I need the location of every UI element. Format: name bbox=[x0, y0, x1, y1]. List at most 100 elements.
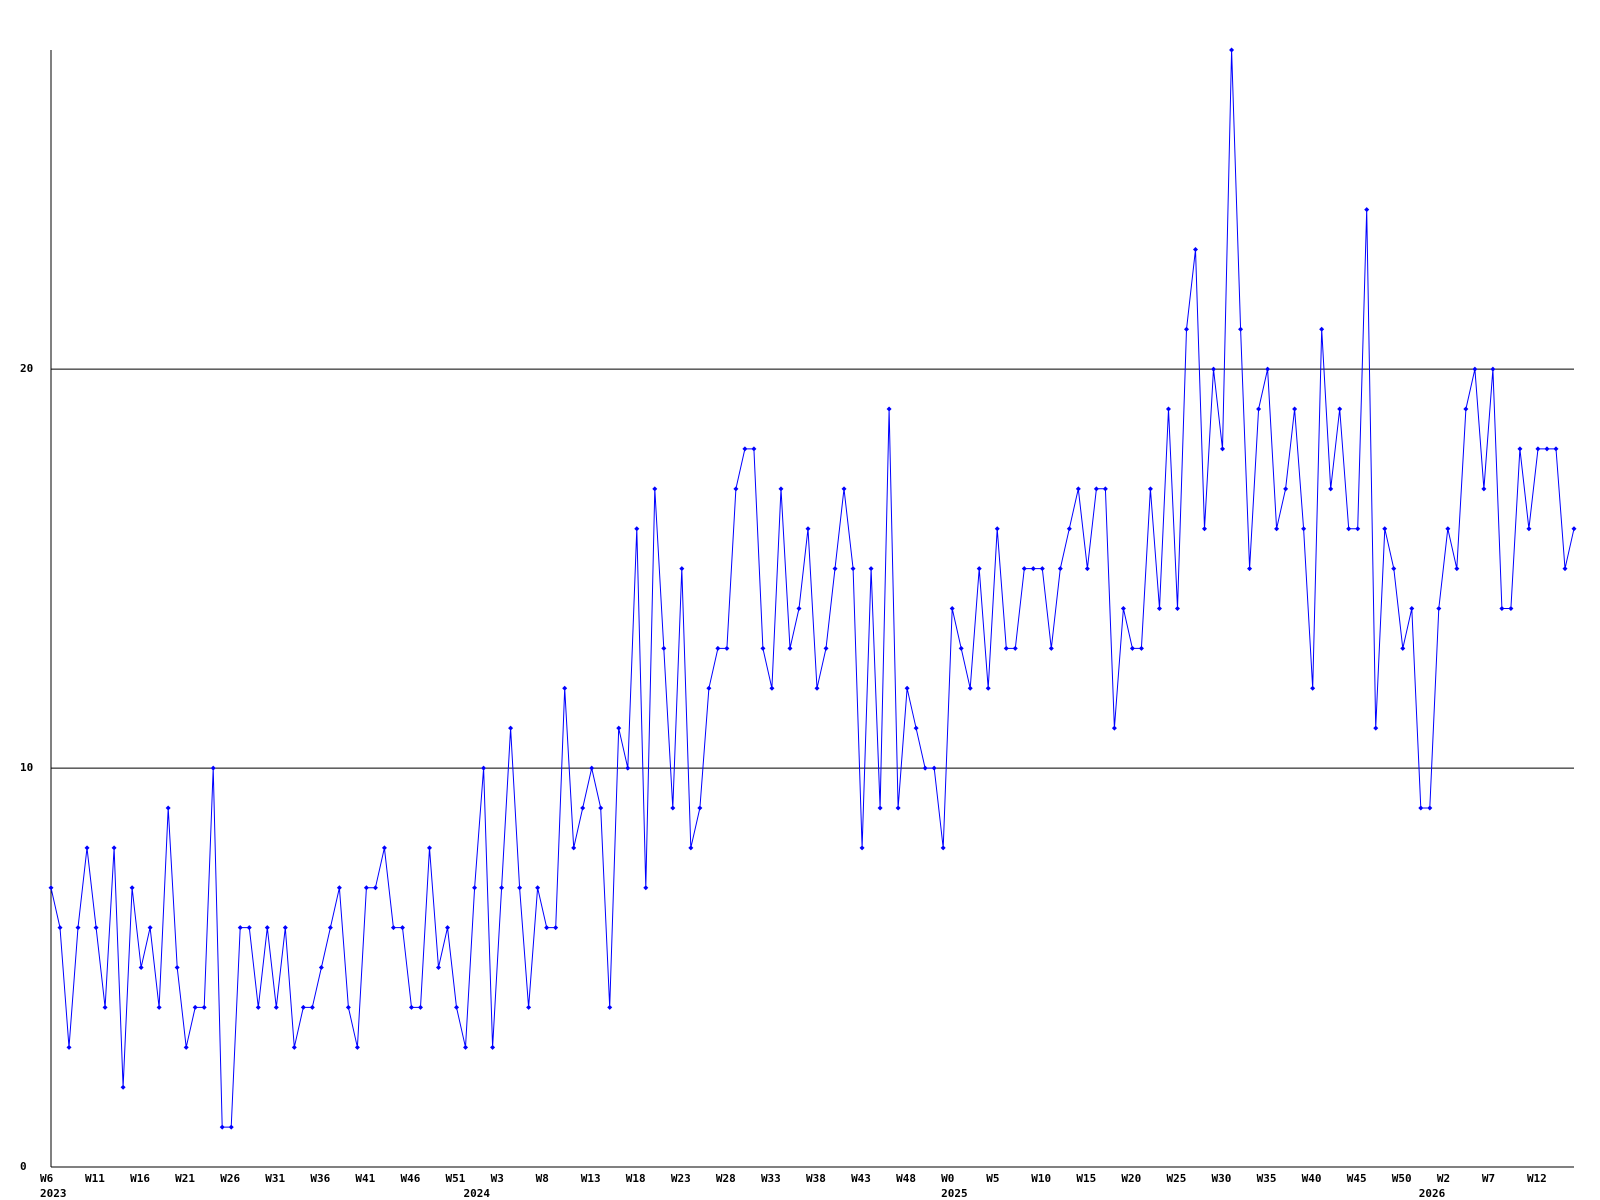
data-point bbox=[1247, 566, 1253, 572]
data-point bbox=[1129, 645, 1135, 651]
data-point bbox=[652, 486, 658, 492]
x-tick-label: W45 bbox=[1347, 1172, 1367, 1185]
data-point bbox=[48, 885, 54, 891]
data-point bbox=[120, 1084, 126, 1090]
data-point bbox=[1355, 526, 1361, 532]
data-point bbox=[580, 805, 586, 811]
data-point bbox=[1562, 566, 1568, 572]
data-point bbox=[1084, 566, 1090, 572]
data-point bbox=[327, 925, 333, 931]
data-point bbox=[1039, 566, 1045, 572]
data-point bbox=[778, 486, 784, 492]
x-tick-label: W48 bbox=[896, 1172, 916, 1185]
data-point bbox=[1048, 645, 1054, 651]
data-point bbox=[1292, 406, 1298, 412]
data-point bbox=[390, 925, 396, 931]
data-point bbox=[526, 1004, 532, 1010]
data-point bbox=[1256, 406, 1262, 412]
data-point bbox=[895, 805, 901, 811]
data-point bbox=[904, 685, 910, 691]
data-point bbox=[426, 845, 432, 851]
x-tick-label: W13 bbox=[581, 1172, 601, 1185]
data-point bbox=[1301, 526, 1307, 532]
data-point bbox=[508, 725, 514, 731]
data-point bbox=[949, 606, 955, 611]
data-point bbox=[363, 885, 369, 891]
x-tick-label: W33 bbox=[761, 1172, 781, 1185]
data-point bbox=[688, 845, 694, 851]
x-tick-label: W46 bbox=[400, 1172, 420, 1185]
data-point bbox=[1337, 406, 1343, 412]
data-point bbox=[922, 765, 928, 771]
data-point bbox=[1391, 566, 1397, 572]
data-point bbox=[291, 1044, 297, 1050]
y-tick-label: 10 bbox=[20, 761, 33, 774]
data-point bbox=[697, 805, 703, 811]
data-point bbox=[66, 1044, 72, 1050]
data-point bbox=[1508, 606, 1514, 611]
data-point bbox=[985, 685, 991, 691]
data-point bbox=[273, 1004, 279, 1010]
data-point bbox=[850, 566, 856, 572]
data-point bbox=[1544, 446, 1550, 452]
data-point bbox=[1454, 566, 1460, 572]
data-point bbox=[805, 526, 811, 532]
data-point bbox=[93, 925, 99, 931]
x-tick-label: W11 bbox=[85, 1172, 105, 1185]
data-point bbox=[841, 486, 847, 492]
data-point bbox=[417, 1004, 423, 1010]
data-point bbox=[1445, 526, 1451, 532]
data-point bbox=[84, 845, 90, 851]
x-tick-label: W26 bbox=[220, 1172, 240, 1185]
x-tick-label: W5 bbox=[986, 1172, 999, 1185]
data-point bbox=[859, 845, 865, 851]
x-tick-label: W21 bbox=[175, 1172, 195, 1185]
data-point bbox=[165, 805, 171, 811]
data-point bbox=[1517, 446, 1523, 452]
data-point bbox=[1102, 486, 1108, 492]
data-point bbox=[129, 885, 135, 891]
data-point bbox=[481, 765, 487, 771]
data-point bbox=[643, 885, 649, 891]
data-point bbox=[1427, 805, 1433, 811]
x-tick-label: W20 bbox=[1121, 1172, 1141, 1185]
data-point bbox=[787, 645, 793, 651]
data-point bbox=[517, 885, 523, 891]
data-point bbox=[436, 965, 442, 971]
data-point bbox=[1238, 326, 1244, 332]
data-point bbox=[1409, 606, 1415, 611]
data-point bbox=[138, 965, 144, 971]
data-point bbox=[994, 526, 1000, 532]
x-tick-label: W18 bbox=[626, 1172, 646, 1185]
x-year-label: 2026 bbox=[1419, 1187, 1446, 1200]
data-point bbox=[823, 645, 829, 651]
data-point bbox=[544, 925, 550, 931]
data-point bbox=[499, 885, 505, 891]
data-point bbox=[1265, 366, 1271, 372]
data-point bbox=[886, 406, 892, 412]
data-point bbox=[796, 606, 802, 611]
x-year-label: 2024 bbox=[464, 1187, 491, 1200]
x-tick-label: W28 bbox=[716, 1172, 736, 1185]
data-point bbox=[724, 645, 730, 651]
data-point bbox=[562, 685, 568, 691]
data-point bbox=[1346, 526, 1352, 532]
data-point bbox=[1174, 606, 1180, 611]
data-point bbox=[706, 685, 712, 691]
data-point bbox=[661, 645, 667, 651]
data-point bbox=[868, 566, 874, 572]
data-point bbox=[742, 446, 748, 452]
data-point bbox=[877, 805, 883, 811]
data-point bbox=[300, 1004, 306, 1010]
data-point bbox=[625, 765, 631, 771]
data-point bbox=[976, 566, 982, 572]
data-point bbox=[399, 925, 405, 931]
data-point bbox=[336, 885, 342, 891]
data-point bbox=[1499, 606, 1505, 611]
data-point bbox=[1183, 326, 1189, 332]
data-point bbox=[156, 1004, 162, 1010]
data-point bbox=[1220, 446, 1226, 452]
data-point bbox=[1283, 486, 1289, 492]
data-point bbox=[1553, 446, 1559, 452]
